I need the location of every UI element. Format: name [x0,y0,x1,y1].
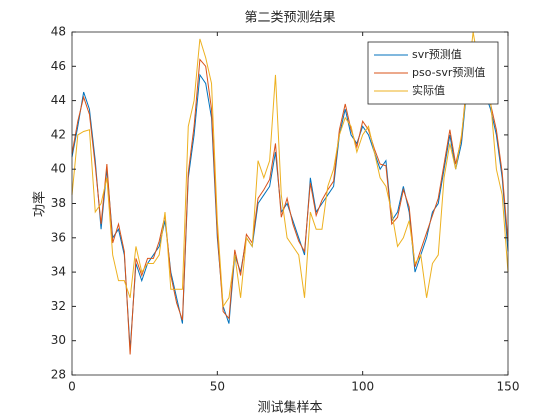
x-tick-label: 150 [497,380,520,394]
series-line [71,31,509,308]
y-tick-label: 48 [51,25,66,39]
legend-label: 实际值 [412,83,445,97]
y-tick-label: 46 [51,59,66,73]
y-tick-label: 44 [51,93,66,107]
legend-label: pso-svr预测值 [412,66,485,79]
y-tick-label: 28 [51,368,66,382]
y-tick-label: 34 [51,265,66,279]
x-tick-label: 50 [210,380,225,394]
x-tick-label: 0 [68,380,76,394]
x-axis-label: 测试集样本 [257,400,322,416]
y-tick-label: 30 [51,333,66,347]
y-tick-label: 42 [51,127,66,141]
y-tick-label: 38 [51,196,66,210]
chart-title: 第二类预测结果 [244,11,335,26]
y-tick-label: 32 [51,299,66,313]
y-axis-label: 功率 [32,191,48,217]
y-tick-label: 40 [51,162,66,176]
x-tick-label: 100 [351,380,374,394]
legend-label: svr预测值 [412,48,462,61]
y-tick-label: 36 [51,230,66,244]
